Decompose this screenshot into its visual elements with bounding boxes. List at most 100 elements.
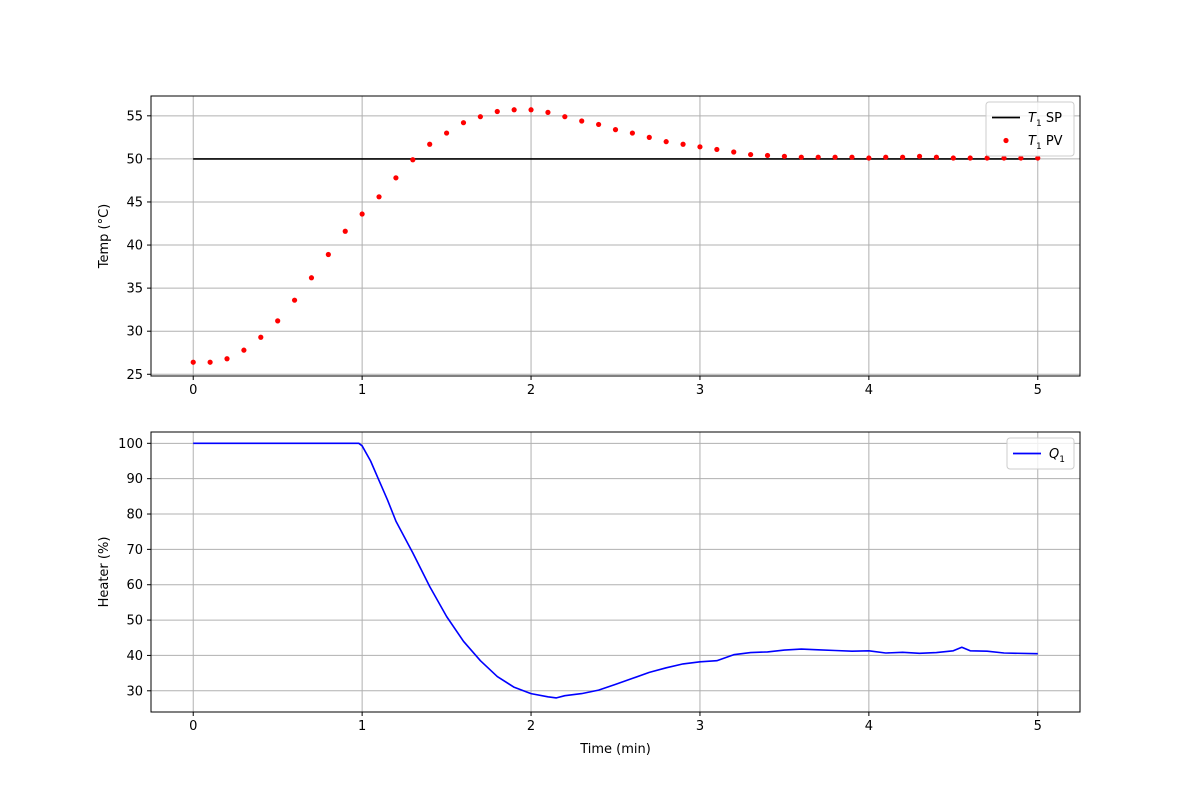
temperature-chart-series-t1-pv-point [224,356,230,362]
temperature-chart-series-t1-pv-point [612,127,619,133]
heater-chart-y-tick-label: 100 [118,437,143,452]
temperature-chart-series [190,107,1041,365]
heater-chart-y-tick-label: 30 [126,684,143,699]
temperature-chart-series-t1-pv-point [562,114,568,120]
temperature-chart-y-label: Temp (°C) [97,204,112,270]
temperature-chart-series-t1-pv-point [275,318,281,324]
temperature-chart-series-t1-pv-point [477,114,483,120]
temperature-chart-series-t1-pv-point [359,211,365,217]
temperature-chart-legend-item-t1-sp-label: T1 SP [1028,111,1062,129]
temperature-chart-series-t1-pv-point [460,120,467,126]
temperature-chart-series-t1-pv-point [748,151,754,158]
temperature-chart-series-t1-pv-point [680,141,686,147]
temperature-chart-x-tick-label: 1 [358,383,366,398]
heater-chart-y-tick-label: 50 [126,614,143,629]
heater-chart-x-tick-label: 3 [696,719,704,734]
temperature-chart-series-t1-pv-point [596,121,602,128]
temperature-chart-series-t1-pv-point [646,134,652,140]
temperature-chart-series-t1-pv-point [933,154,940,160]
temperature-chart-series-t1-pv-point [1035,155,1041,161]
temperature-chart-series-t1-pv-point [1018,155,1024,161]
temperature-chart-series-t1-pv-point [410,157,416,163]
temperature-chart-series-t1-pv-point [325,251,331,258]
temperature-chart-series-t1-pv-point [528,107,534,113]
heater-chart-x-tick-label: 1 [358,719,366,734]
temperature-chart-series-t1-pv-point [511,107,517,113]
temperature-chart-series-t1-pv-point [798,154,804,160]
temperature-chart-x-tick-label: 2 [527,383,535,398]
heater-chart-series-q1-line [193,442,1038,699]
temperature-chart-x-ticks: 0 1 2 3 4 5 [189,376,1042,398]
temperature-chart-frame [150,95,1081,377]
temperature-chart-series-t1-pv-point [815,154,821,160]
heater-chart-x-ticks: 0 1 2 3 4 5 [189,712,1042,734]
heater-chart-x-tick-label: 4 [865,719,873,734]
temperature-chart-y-tick-label: 45 [126,195,143,210]
heater-chart-x-tick-label: 5 [1034,719,1042,734]
temperature-chart-series-t1-pv-point [207,359,213,365]
temperature-chart-series-t1-pv-point [866,155,872,161]
heater-chart-y-label: Heater (%) [97,537,112,608]
temperature-chart-series-t1-pv-point [1001,155,1007,161]
temperature-chart-x-tick-label: 3 [696,383,704,398]
temperature-chart-series-t1-pv-point [427,141,433,147]
temperature-chart-series-t1-pv-point [545,109,551,115]
temperature-chart-series-t1-pv-point [883,154,889,160]
temperature-chart-y-tick-label: 40 [126,239,143,254]
temperature-chart-series-t1-pv-point [443,130,450,136]
heater-chart-y-tick-label: 60 [126,578,143,593]
temperature-chart-series-t1-pv-point [579,118,585,124]
heater-chart: 0 1 2 3 4 5 30 40 50 60 70 80 90 100 Heater (%) Time… [97,431,1081,757]
temperature-chart-series-t1-pv-point [241,347,247,353]
heater-chart-frame [150,431,1081,713]
temperature-chart-legend-box [985,101,1075,157]
heater-chart-y-tick-label: 70 [126,543,143,558]
temperature-chart-series-t1-pv-point [697,144,703,150]
temperature-chart-y-ticks: 25 30 35 40 45 50 55 [126,109,151,383]
temperature-chart-series-t1-pv-point [494,108,500,115]
heater-chart-x-tick-label: 0 [189,719,197,734]
temperature-chart-series-t1-pv-point [342,228,348,234]
heater-chart-legend-item-q1-label: Q1 [1049,447,1065,465]
temperature-chart-series-t1-pv-point [714,146,720,153]
heater-chart-x-label: Time (min) [579,742,651,757]
temperature-chart-series-t1-pv-point [984,155,990,161]
temperature-chart-series-t1-pv-point [291,297,298,303]
heater-chart-y-tick-label: 40 [126,649,143,664]
temperature-chart-series-t1-pv-point [663,139,669,145]
temperature-chart-series-t1-pv-point [967,155,973,161]
temperature-chart-series-t1-pv-point [376,194,382,200]
temperature-chart-series-t1-pv-point [764,152,771,159]
heater-chart-y-ticks: 30 40 50 60 70 80 90 100 [118,437,151,699]
temperature-chart-series-t1-pv-point [832,154,838,160]
temperature-chart-legend: T1 SP T1 PV [985,101,1075,157]
temperature-chart-series-t1-pv-point [258,334,264,340]
temperature-chart-series-t1-pv-point [731,149,737,155]
temperature-chart-x-tick-label: 5 [1034,383,1042,398]
temperature-chart-series-t1-pv-point [781,153,788,159]
temperature-chart-series-t1-pv-point [900,154,906,160]
temperature-chart-series-t1-pv-point [950,155,956,161]
temperature-chart-y-tick-label: 35 [126,282,143,297]
temperature-chart-y-tick-label: 30 [126,325,143,340]
temperature-chart-series-t1-pv-point [190,359,196,365]
temperature-chart-y-tick-label: 25 [126,368,143,383]
temperature-chart-legend-item-t1-pv-swatch [1003,137,1009,144]
temperature-chart-x-tick-label: 4 [865,383,873,398]
heater-chart-y-tick-label: 80 [126,508,143,523]
temperature-chart-x-tick-label: 0 [189,383,197,398]
temperature-chart-grid [151,96,1080,376]
temperature-chart-series-t1-pv-point [916,153,923,159]
temperature-chart-series-t1-pv-point [629,130,635,136]
heater-chart-series [193,442,1038,699]
heater-chart-x-tick-label: 2 [527,719,535,734]
temperature-chart-legend-item-t1-pv-label: T1 PV [1028,134,1063,152]
heater-chart-grid [151,432,1080,712]
temperature-chart-series-t1-pv-point [849,154,855,160]
temperature-chart-y-tick-label: 55 [126,109,143,124]
heater-chart-y-tick-label: 90 [126,472,143,487]
temperature-chart-series-t1-pv-point [393,175,399,181]
temperature-chart-series-t1-pv-point [308,275,315,281]
